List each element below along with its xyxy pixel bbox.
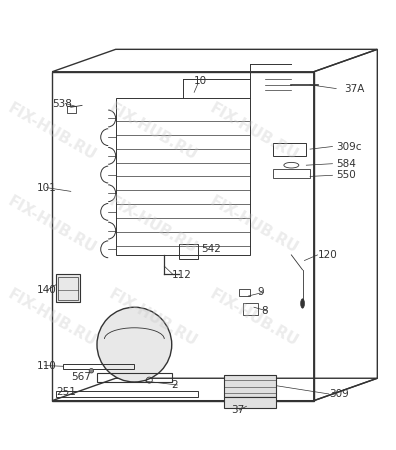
- Text: FIX-HUB.RU: FIX-HUB.RU: [106, 100, 200, 163]
- Text: FIX-HUB.RU: FIX-HUB.RU: [6, 194, 99, 256]
- Text: 112: 112: [172, 270, 192, 280]
- Text: 140: 140: [37, 285, 57, 295]
- Text: 567: 567: [71, 373, 91, 382]
- Bar: [179, 244, 198, 259]
- Text: 309: 309: [329, 389, 348, 399]
- Bar: [243, 303, 258, 315]
- Bar: [224, 374, 276, 397]
- Bar: [58, 277, 78, 300]
- Text: 542: 542: [202, 244, 221, 254]
- Text: 120: 120: [318, 250, 337, 260]
- Text: 584: 584: [336, 159, 356, 169]
- Text: FIX-HUB.RU: FIX-HUB.RU: [207, 287, 301, 350]
- Bar: [67, 106, 76, 113]
- Text: FIX-HUB.RU: FIX-HUB.RU: [6, 287, 99, 350]
- Text: 101: 101: [37, 183, 57, 193]
- Text: 37A: 37A: [344, 84, 364, 94]
- Text: 110: 110: [37, 360, 57, 370]
- Bar: [97, 373, 172, 382]
- Bar: [273, 143, 306, 156]
- Ellipse shape: [301, 299, 305, 308]
- Bar: [239, 288, 250, 296]
- Text: FIX-HUB.RU: FIX-HUB.RU: [106, 194, 200, 256]
- Bar: [63, 364, 134, 369]
- Text: 309c: 309c: [336, 141, 362, 152]
- Text: 9: 9: [258, 287, 264, 297]
- Text: 10: 10: [194, 76, 207, 86]
- Text: 37: 37: [232, 405, 245, 415]
- Text: FIX-HUB.RU: FIX-HUB.RU: [106, 287, 200, 350]
- Bar: [56, 274, 80, 302]
- Text: FIX-HUB.RU: FIX-HUB.RU: [207, 100, 301, 163]
- Text: 251: 251: [56, 387, 76, 397]
- Text: 2: 2: [172, 380, 178, 390]
- Bar: [56, 391, 198, 397]
- Bar: [224, 397, 276, 408]
- Circle shape: [97, 307, 172, 382]
- Bar: [116, 98, 250, 255]
- Circle shape: [89, 369, 93, 373]
- Text: FIX-HUB.RU: FIX-HUB.RU: [6, 100, 99, 163]
- Text: 538: 538: [52, 99, 72, 108]
- Bar: [273, 169, 310, 178]
- Text: 8: 8: [261, 306, 268, 316]
- Text: 550: 550: [336, 170, 356, 180]
- Text: FIX-HUB.RU: FIX-HUB.RU: [207, 194, 301, 256]
